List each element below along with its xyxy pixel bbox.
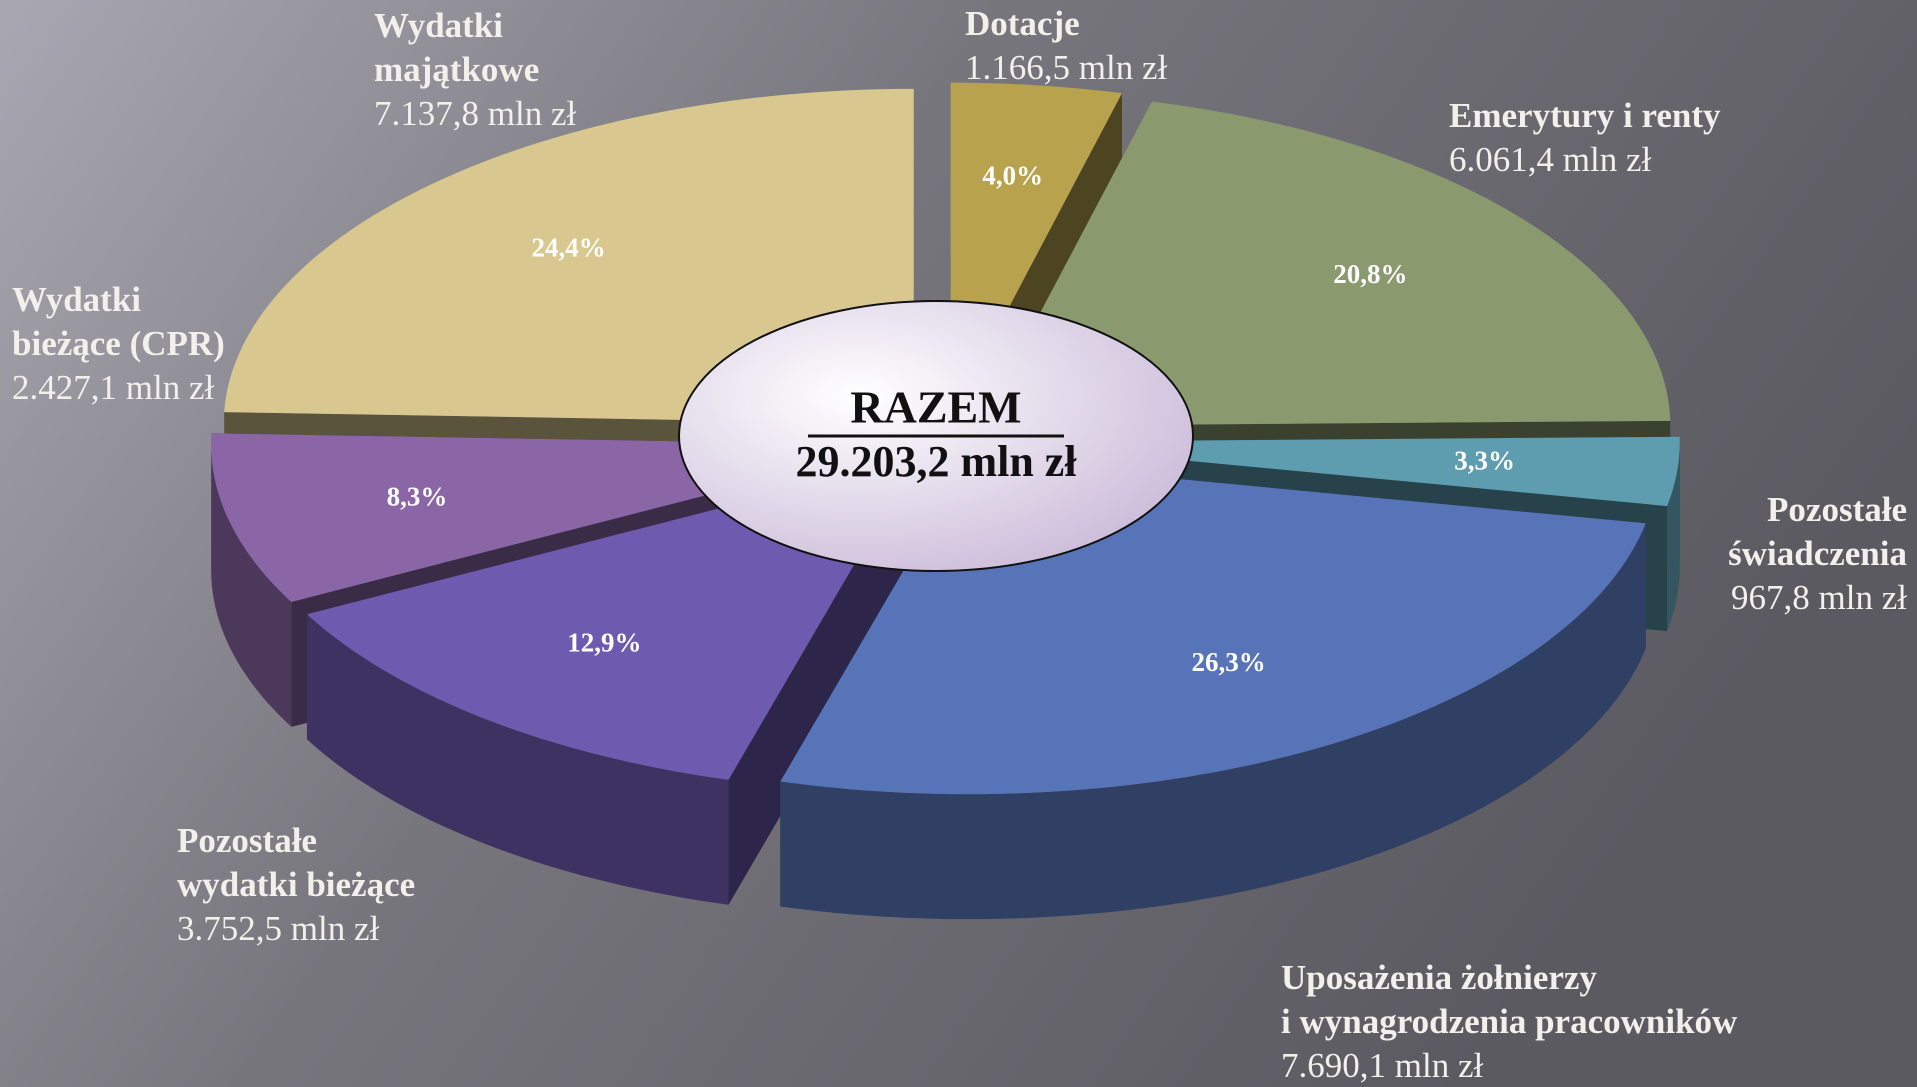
share-label: 26,3% [1192,647,1266,677]
slice-rim [780,523,1646,920]
category-label: Pozostałe [1767,490,1907,529]
value-label: 7.137,8 mln zł [374,94,576,133]
total-badge: RAZEM 29.203,2 mln zł [678,300,1194,572]
total-title: RAZEM [850,382,1021,433]
category-label: bieżące (CPR) [12,324,225,363]
value-label: 7.690,1 mln zł [1281,1046,1483,1085]
share-label: 8,3% [387,481,448,511]
labels: Dotacje 1.166,5 mln zł Emerytury i renty 6.… [12,4,1907,1085]
category-label: Wydatki [12,280,141,319]
category-label: Wydatki [374,6,503,45]
category-label: Uposażenia żołnierzy [1281,958,1597,997]
slice-rim [211,445,292,727]
category-label: wydatki bieżące [177,865,415,904]
share-label: 4,0% [982,161,1043,191]
value-label: 2.427,1 mln zł [12,368,214,407]
total-value: 29.203,2 mln zł [795,437,1077,486]
slice [224,88,914,424]
slice-rim [1667,441,1680,632]
share-label: 20,8% [1333,259,1407,289]
category-label: Pozostałe [177,821,317,860]
slice-rim [306,614,729,905]
share-label: 12,9% [567,627,641,657]
category-label: Emerytury i renty [1449,96,1721,135]
category-label: majątkowe [374,50,539,89]
share-label: 3,3% [1454,445,1515,475]
slice [306,457,917,780]
category-label: i wynagrodzenia pracowników [1281,1002,1738,1041]
category-label: świadczenia [1728,534,1907,573]
value-label: 3.752,5 mln zł [177,909,379,948]
share-label: 24,4% [532,232,606,262]
value-label: 1.166,5 mln zł [965,48,1167,87]
value-label: 967,8 mln zł [1731,578,1907,617]
value-label: 6.061,4 mln zł [1449,140,1651,179]
category-label: Dotacje [965,4,1080,43]
slice [980,101,1671,427]
